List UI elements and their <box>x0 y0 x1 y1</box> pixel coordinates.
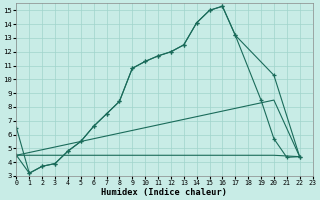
X-axis label: Humidex (Indice chaleur): Humidex (Indice chaleur) <box>101 188 228 197</box>
